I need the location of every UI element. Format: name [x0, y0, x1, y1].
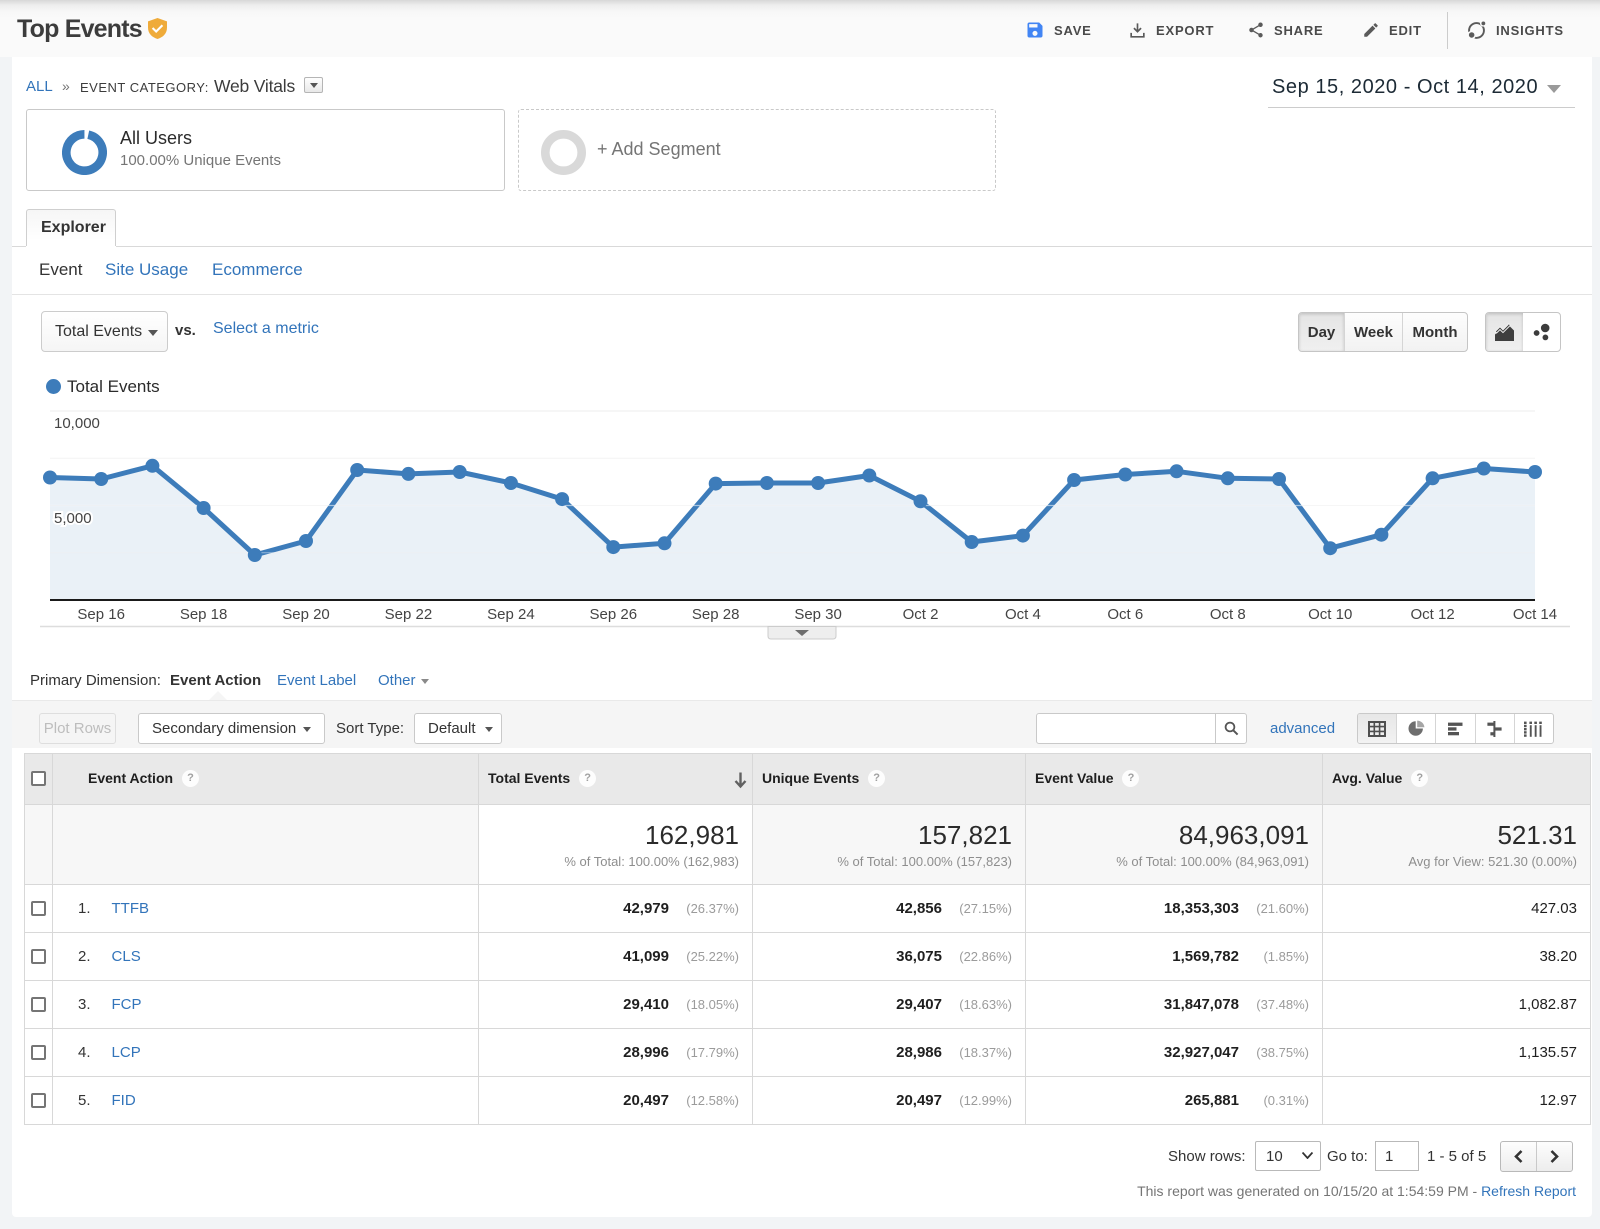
- svg-text:Sep 22: Sep 22: [385, 606, 433, 623]
- svg-text:Oct 4: Oct 4: [1005, 606, 1041, 623]
- svg-text:Oct 10: Oct 10: [1308, 606, 1352, 623]
- svg-text:Sep 24: Sep 24: [487, 606, 535, 623]
- svg-text:Oct 8: Oct 8: [1210, 606, 1246, 623]
- svg-text:Sep 20: Sep 20: [282, 606, 330, 623]
- svg-text:Sep 28: Sep 28: [692, 606, 740, 623]
- svg-text:Oct 14: Oct 14: [1513, 606, 1557, 623]
- svg-text:Oct 2: Oct 2: [903, 606, 939, 623]
- svg-text:Sep 30: Sep 30: [794, 606, 842, 623]
- svg-text:Oct 12: Oct 12: [1411, 606, 1455, 623]
- svg-text:Sep 26: Sep 26: [590, 606, 638, 623]
- svg-text:Oct 6: Oct 6: [1107, 606, 1143, 623]
- svg-text:Sep 16: Sep 16: [77, 606, 125, 623]
- svg-text:Sep 18: Sep 18: [180, 606, 228, 623]
- svg-text:10,000: 10,000: [54, 415, 100, 432]
- svg-text:5,000: 5,000: [54, 510, 92, 527]
